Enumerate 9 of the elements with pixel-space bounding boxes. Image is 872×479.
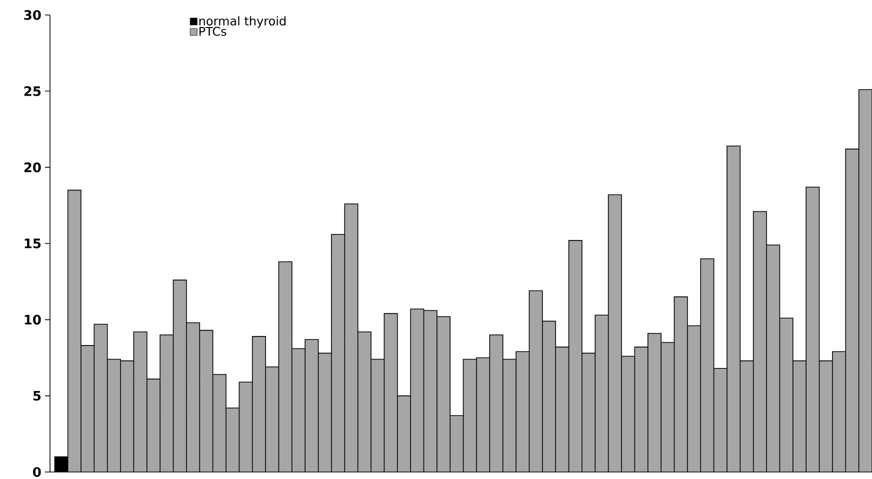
y-tick-label: 5 [33, 391, 41, 401]
y-tick-label: 0 [33, 467, 41, 477]
legend-label: normal thyroid [199, 16, 286, 28]
y-tick-label: 25 [24, 86, 41, 96]
legend-label: PTCs [200, 26, 226, 36]
y-tick-label: 15 [24, 238, 41, 248]
y-tick-label: 20 [24, 162, 41, 172]
y-tick-label: 10 [24, 314, 41, 325]
y-tick-label: 30 [24, 10, 41, 20]
